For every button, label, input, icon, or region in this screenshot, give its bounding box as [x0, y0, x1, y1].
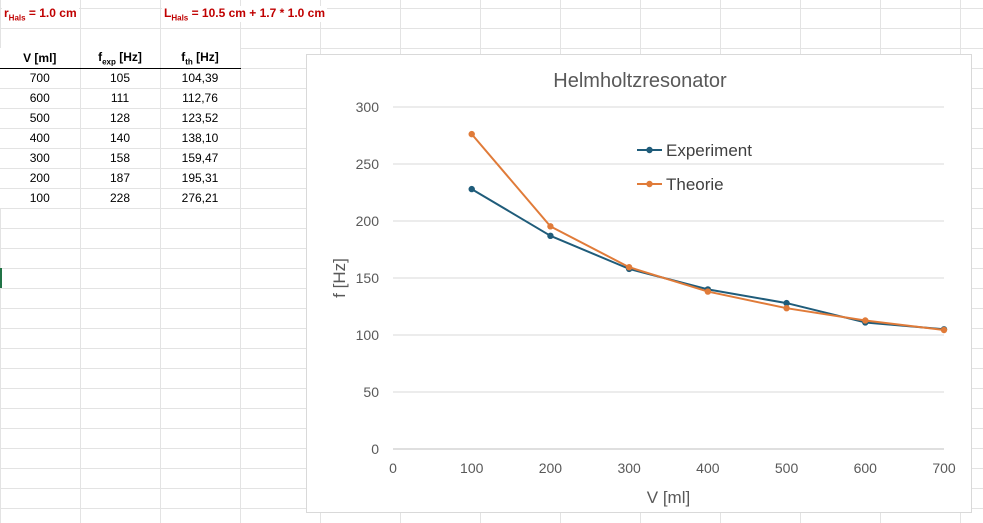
- table-cell[interactable]: 195,31: [160, 168, 241, 189]
- table-row: 600 111 112,76: [0, 88, 241, 109]
- table-row: 200 187 195,31: [0, 168, 241, 189]
- table-cell[interactable]: 105: [80, 68, 161, 89]
- data-table: V [ml] fexp [Hz] fth [Hz] 700 105 104,39 6…: [0, 48, 241, 209]
- legend[interactable]: Experiment Theorie: [637, 141, 752, 194]
- header-volume[interactable]: V [ml]: [0, 48, 81, 69]
- data-point-theorie[interactable]: [862, 317, 869, 324]
- data-point-experiment[interactable]: [547, 232, 554, 240]
- chart-title[interactable]: Helmholtzresonator: [553, 70, 727, 92]
- table-cell[interactable]: 111: [80, 88, 161, 109]
- header-f-th-subscript: th: [185, 56, 193, 66]
- neck-radius-subscript: Hals: [8, 13, 26, 23]
- header-f-th-unit: [Hz]: [192, 49, 219, 64]
- table-cell[interactable]: 500: [0, 108, 81, 129]
- x-tick-label: 700: [932, 460, 956, 476]
- y-axis-title[interactable]: f [Hz]: [330, 258, 349, 298]
- neck-radius-note[interactable]: rHals = 1.0 cm: [2, 6, 79, 23]
- table-cell[interactable]: 276,21: [160, 188, 241, 209]
- data-point-experiment[interactable]: [468, 185, 475, 193]
- table-cell[interactable]: 159,47: [160, 148, 241, 169]
- table-header-row: V [ml] fexp [Hz] fth [Hz]: [0, 48, 241, 69]
- data-point-experiment[interactable]: [783, 299, 790, 307]
- table-cell[interactable]: 140: [80, 128, 161, 149]
- x-tick-label: 600: [854, 460, 878, 476]
- x-tick-label: 0: [389, 460, 397, 476]
- table-cell[interactable]: 228: [80, 188, 161, 209]
- neck-radius-symbol: r: [4, 6, 9, 20]
- header-f-exp-subscript: exp: [102, 56, 116, 66]
- table-cell[interactable]: 300: [0, 148, 81, 169]
- header-f-exp-symbol: f: [98, 49, 103, 64]
- data-point-theorie[interactable]: [625, 264, 633, 271]
- table-row: 500 128 123,52: [0, 108, 241, 129]
- x-axis-title[interactable]: V [ml]: [647, 488, 690, 507]
- table-row: 700 105 104,39: [0, 68, 241, 89]
- legend-entry-experiment[interactable]: Experiment: [637, 141, 752, 160]
- legend-label-experiment: Experiment: [666, 141, 752, 160]
- neck-length-subscript: Hals: [171, 13, 189, 23]
- table-cell[interactable]: 104,39: [160, 68, 241, 89]
- header-volume-label: V [ml]: [23, 50, 57, 65]
- table-cell[interactable]: 100: [0, 188, 81, 209]
- data-point-theorie[interactable]: [547, 223, 554, 230]
- y-tick-label: 50: [363, 384, 379, 400]
- table-cell[interactable]: 200: [0, 168, 81, 189]
- table-cell[interactable]: 123,52: [160, 108, 241, 129]
- chart-svg: Helmholtzresonator 0 50 100 150 200 250 300 0 10…: [330, 70, 956, 507]
- x-tick-label: 300: [617, 460, 641, 476]
- y-tick-label: 300: [356, 99, 380, 115]
- table-cell[interactable]: 400: [0, 128, 81, 149]
- gridlines: [393, 106, 944, 393]
- header-f-exp[interactable]: fexp [Hz]: [80, 48, 161, 69]
- data-point-theorie[interactable]: [704, 288, 712, 295]
- y-tick-label: 100: [356, 327, 380, 343]
- x-tick-label: 500: [775, 460, 799, 476]
- axes: 0 50 100 150 200 250 300 0 100 200 300 400 500 600 700: [356, 99, 956, 476]
- table-cell[interactable]: 138,10: [160, 128, 241, 149]
- header-f-exp-unit: [Hz]: [115, 49, 142, 64]
- header-f-th-symbol: f: [181, 49, 186, 64]
- table-cell[interactable]: 600: [0, 88, 81, 109]
- neck-length-note[interactable]: LHals = 10.5 cm + 1.7 * 1.0 cm: [162, 6, 328, 23]
- chart-area[interactable]: Helmholtzresonator 0 50 100 150 200 250 300 0 10…: [306, 54, 972, 513]
- table-cell[interactable]: 128: [80, 108, 161, 129]
- table-cell[interactable]: 700: [0, 68, 81, 89]
- x-tick-label: 400: [696, 460, 720, 476]
- table-cell[interactable]: 158: [80, 148, 161, 169]
- series-line-experiment[interactable]: [471, 188, 945, 331]
- y-tick-label: 150: [356, 270, 380, 286]
- x-tick-label: 200: [539, 460, 563, 476]
- neck-length-value: = 10.5 cm + 1.7 * 1.0 cm: [188, 6, 326, 20]
- table-cell[interactable]: 112,76: [160, 88, 241, 109]
- legend-entry-theorie[interactable]: Theorie: [637, 175, 724, 194]
- row-selection-marker: [0, 268, 2, 288]
- data-point-theorie[interactable]: [783, 304, 790, 312]
- neck-radius-value: = 1.0 cm: [25, 6, 77, 20]
- legend-marker-theorie: [646, 180, 653, 188]
- table-row: 300 158 159,47: [0, 148, 241, 169]
- data-point-theorie[interactable]: [940, 326, 948, 334]
- table-cell[interactable]: 187: [80, 168, 161, 189]
- x-tick-label: 100: [460, 460, 484, 476]
- legend-label-theorie: Theorie: [666, 175, 724, 194]
- table-row: 100 228 276,21: [0, 188, 241, 209]
- y-tick-label: 250: [356, 156, 380, 172]
- table-row: 400 140 138,10: [0, 128, 241, 149]
- header-f-th[interactable]: fth [Hz]: [160, 48, 241, 69]
- neck-length-symbol: L: [164, 6, 172, 20]
- y-tick-label: 200: [356, 213, 380, 229]
- plot-area[interactable]: [468, 130, 948, 334]
- legend-marker-experiment: [646, 146, 653, 154]
- data-point-theorie[interactable]: [468, 130, 475, 138]
- y-tick-label: 0: [371, 441, 379, 457]
